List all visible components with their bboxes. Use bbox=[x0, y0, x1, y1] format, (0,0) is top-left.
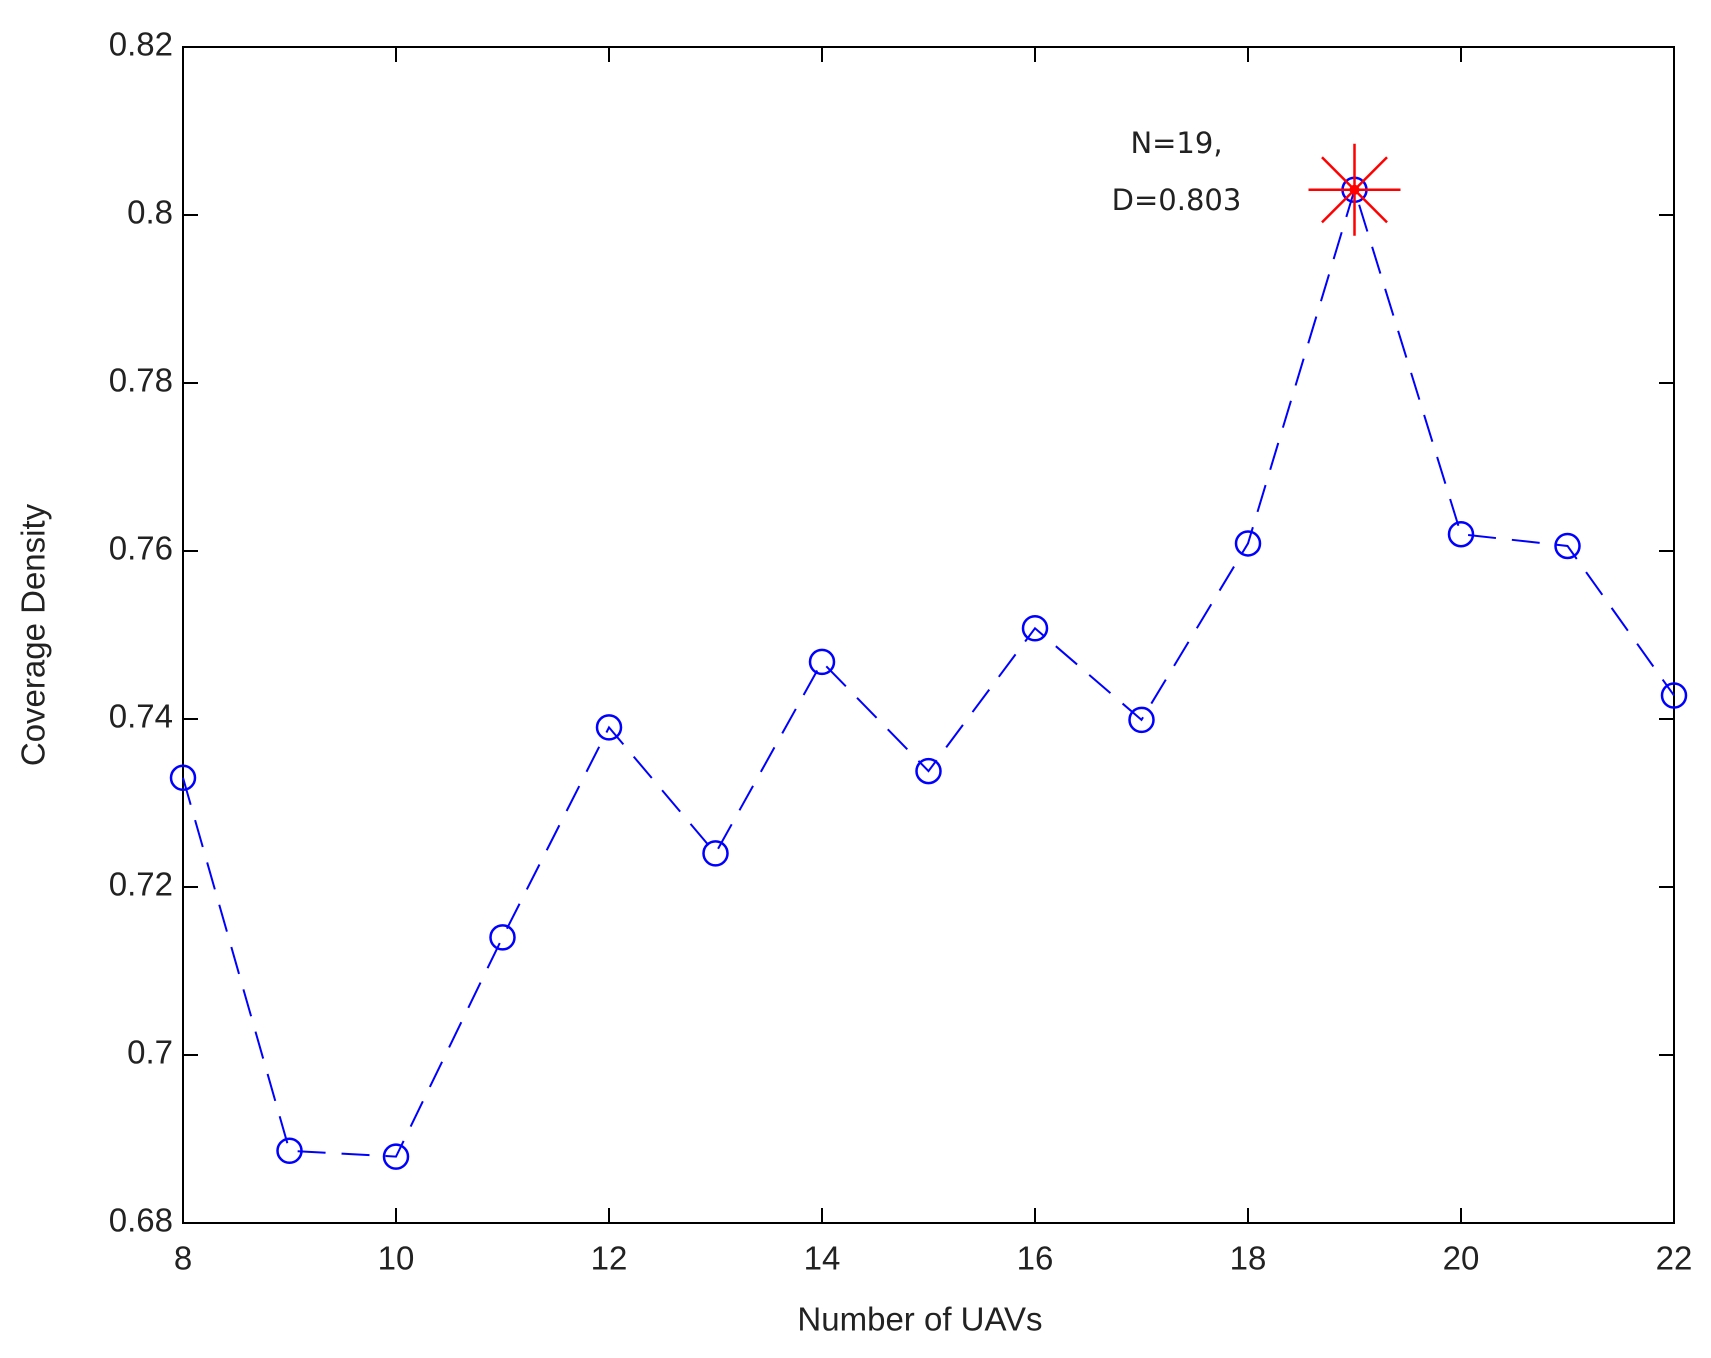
x-tick-label: 22 bbox=[1656, 1240, 1693, 1277]
data-point bbox=[595, 714, 623, 741]
y-tick-label: 0.78 bbox=[109, 362, 173, 399]
x-tick-label: 20 bbox=[1443, 1240, 1480, 1277]
data-point bbox=[915, 757, 942, 785]
data-point bbox=[808, 648, 836, 676]
data-point bbox=[1021, 615, 1049, 642]
data-point bbox=[1234, 530, 1262, 557]
x-tick-label: 10 bbox=[378, 1240, 415, 1277]
y-tick-label: 0.68 bbox=[109, 1202, 173, 1239]
y-tick-label: 0.82 bbox=[109, 26, 173, 63]
data-point bbox=[382, 1143, 410, 1170]
data-point bbox=[276, 1137, 303, 1165]
x-tick-label: 14 bbox=[804, 1240, 841, 1277]
x-tick-label: 12 bbox=[591, 1240, 628, 1277]
data-point bbox=[1128, 706, 1155, 734]
x-tick-label: 18 bbox=[1230, 1240, 1267, 1277]
data-point bbox=[489, 924, 516, 951]
data-point bbox=[1660, 682, 1688, 709]
data-point bbox=[1447, 520, 1475, 548]
x-axis-title: Number of UAVs bbox=[797, 1301, 1042, 1338]
x-tick-label: 8 bbox=[174, 1240, 192, 1277]
data-line bbox=[182, 186, 1675, 1158]
data-point bbox=[1554, 532, 1581, 560]
highlight-dot bbox=[1349, 184, 1360, 195]
y-tick-label: 0.76 bbox=[109, 530, 173, 567]
x-tick-label: 16 bbox=[1017, 1240, 1054, 1277]
plot-frame bbox=[182, 46, 1675, 1224]
y-tick-label: 0.72 bbox=[109, 866, 173, 903]
y-tick-label: 0.74 bbox=[109, 698, 173, 735]
y-axis-title: Coverage Density bbox=[15, 503, 52, 766]
data-point bbox=[169, 764, 197, 792]
y-tick-label: 0.8 bbox=[127, 194, 173, 231]
annotation: N=19, bbox=[1130, 126, 1222, 160]
data-point bbox=[702, 840, 729, 867]
annotation: D=0.803 bbox=[1112, 183, 1242, 217]
y-tick-label: 0.7 bbox=[127, 1034, 173, 1071]
